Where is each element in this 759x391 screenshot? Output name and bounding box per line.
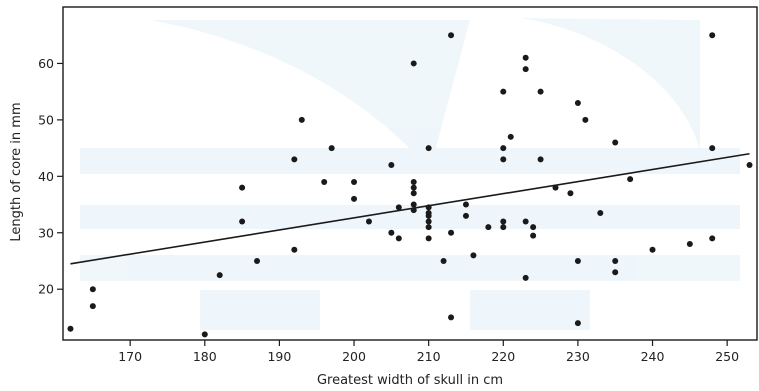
data-point <box>574 320 581 327</box>
watermark <box>80 18 740 330</box>
data-point <box>410 178 417 185</box>
x-tick-label: 240 <box>641 349 665 364</box>
data-point <box>89 303 96 310</box>
data-point <box>500 156 507 163</box>
data-point <box>567 190 574 197</box>
y-tick-label: 20 <box>38 282 54 297</box>
x-tick-label: 230 <box>566 349 590 364</box>
data-point <box>500 218 507 225</box>
data-point <box>425 224 432 231</box>
x-tick-label: 170 <box>118 349 142 364</box>
data-point <box>351 195 358 202</box>
data-point <box>239 184 246 191</box>
data-point <box>522 54 529 61</box>
data-point <box>612 257 619 264</box>
data-point <box>291 156 298 163</box>
data-point <box>507 133 514 140</box>
data-point <box>470 252 477 259</box>
y-tick-label: 30 <box>38 225 54 240</box>
data-point <box>574 99 581 106</box>
x-tick-label: 190 <box>267 349 291 364</box>
data-point <box>254 257 261 264</box>
data-point <box>321 178 328 185</box>
data-point <box>298 116 305 123</box>
data-point <box>410 201 417 208</box>
data-point <box>216 272 223 279</box>
data-point <box>537 88 544 95</box>
data-point <box>89 286 96 293</box>
data-point <box>67 325 74 332</box>
data-point <box>462 201 469 208</box>
data-point <box>410 184 417 191</box>
data-point <box>627 176 634 183</box>
data-point <box>365 218 372 225</box>
y-axis: 20 30 40 50 60 <box>38 56 63 297</box>
y-tick-label: 50 <box>38 112 54 127</box>
data-point <box>239 218 246 225</box>
data-point <box>425 145 432 152</box>
y-axis-title: Length of core in mm <box>9 102 24 241</box>
x-tick-label: 200 <box>342 349 366 364</box>
data-point <box>440 257 447 264</box>
y-tick-label: 40 <box>38 169 54 184</box>
data-point <box>530 232 537 239</box>
data-point <box>686 241 693 248</box>
x-tick-label: 250 <box>715 349 739 364</box>
data-point <box>448 32 455 39</box>
data-point <box>709 145 716 152</box>
data-point <box>388 229 395 236</box>
data-point <box>709 235 716 242</box>
x-axis-title: Greatest width of skull in cm <box>317 373 503 388</box>
data-point <box>291 246 298 253</box>
data-point <box>410 190 417 197</box>
data-point <box>425 235 432 242</box>
data-point <box>485 224 492 231</box>
data-point <box>552 184 559 191</box>
data-point <box>410 60 417 67</box>
data-point <box>597 210 604 217</box>
data-point <box>537 156 544 163</box>
data-point <box>649 246 656 253</box>
regression-line-group <box>70 152 750 265</box>
data-point <box>746 162 753 169</box>
data-point <box>522 218 529 225</box>
data-point <box>425 212 432 219</box>
data-point <box>522 66 529 73</box>
data-point <box>500 145 507 152</box>
data-point <box>500 88 507 95</box>
data-point <box>395 204 402 211</box>
data-point <box>201 331 208 338</box>
data-point <box>328 145 335 152</box>
data-point <box>462 212 469 219</box>
data-point <box>448 229 455 236</box>
data-point <box>351 178 358 185</box>
regression-line <box>70 152 750 265</box>
data-point <box>410 207 417 214</box>
x-tick-label: 210 <box>417 349 441 364</box>
x-tick-label: 180 <box>193 349 217 364</box>
data-point <box>395 235 402 242</box>
data-point <box>388 162 395 169</box>
y-tick-label: 60 <box>38 56 54 71</box>
data-point <box>709 32 716 39</box>
x-axis: 170 180 190 200 210 220 230 240 250 <box>118 340 739 364</box>
data-point <box>448 314 455 321</box>
data-point <box>574 257 581 264</box>
plot-frame <box>62 6 758 341</box>
data-point <box>425 204 432 211</box>
data-point <box>500 224 507 231</box>
data-point <box>582 116 589 123</box>
data-point <box>612 139 619 146</box>
data-points <box>67 32 753 338</box>
data-point <box>522 274 529 281</box>
x-tick-label: 220 <box>491 349 515 364</box>
data-point <box>612 269 619 276</box>
data-point <box>425 218 432 225</box>
data-point <box>530 224 537 231</box>
